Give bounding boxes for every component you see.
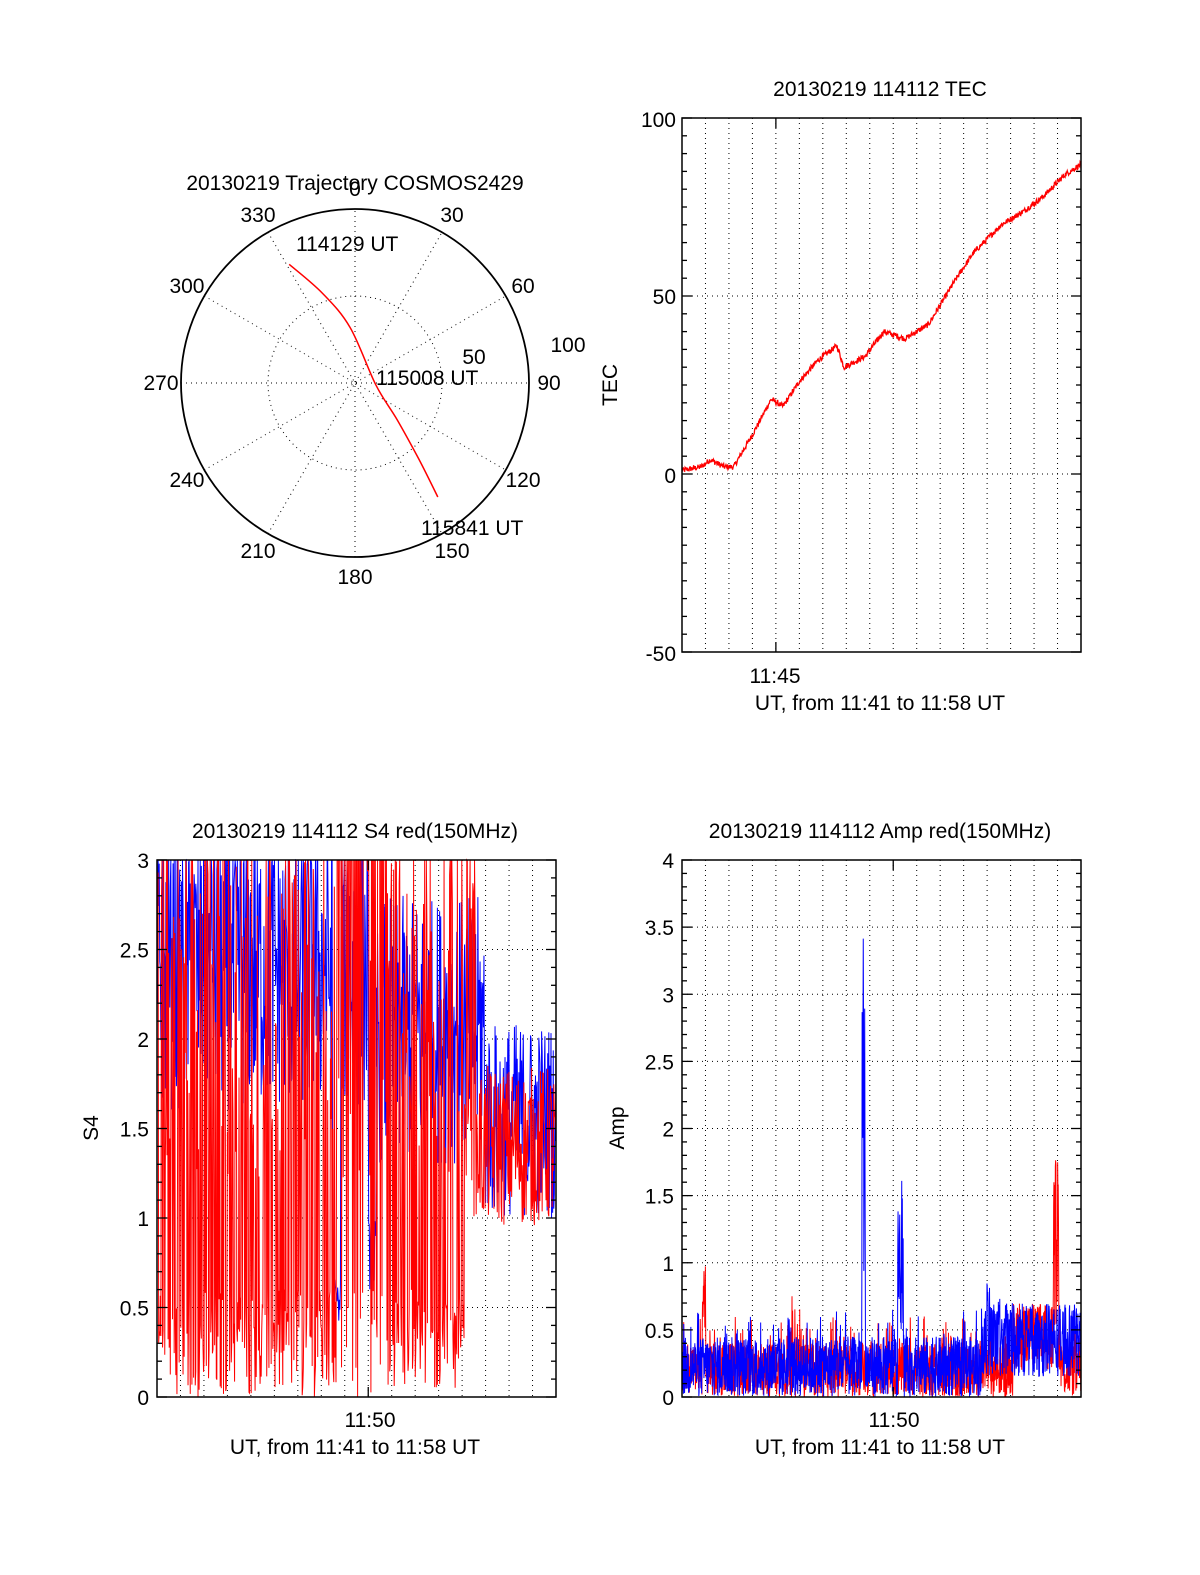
- s4-ytick-label-2: 2: [137, 1029, 149, 1052]
- polar-spoke-150: [267, 232, 443, 534]
- polar-angle-label-150: 150: [434, 540, 469, 563]
- amp-plot-frame: [681, 859, 1082, 1398]
- polar-trajectory-chart: 20130219 Trajectory COSMOS2429 0 30 60 90 12…: [143, 172, 585, 589]
- s4-ylabel: S4: [80, 1115, 103, 1141]
- amp-ylabel: Amp: [606, 1106, 629, 1149]
- s4-series-red: [156, 858, 557, 1397]
- polar-spokes: [181, 209, 529, 557]
- amp-ytick-label-3: 3: [662, 984, 674, 1007]
- polar-angle-label-90: 90: [537, 372, 560, 395]
- tec-plot-frame: [681, 117, 1082, 653]
- amp-ytick-label-2: 2: [662, 1119, 674, 1142]
- s4-xlabel: UT, from 11:41 to 11:58 UT: [230, 1436, 480, 1459]
- amp-grid: [682, 860, 1081, 1397]
- polar-angle-label-0: 0: [349, 178, 361, 201]
- s4-ytick-label-1.5: 1.5: [120, 1119, 149, 1142]
- polar-annotation-end: 115841 UT: [421, 517, 524, 540]
- s4-ytick-label-1: 1: [137, 1208, 149, 1231]
- s4-ytick-labels: 0 0.5 1 1.5 2 2.5 3: [120, 850, 149, 1410]
- tec-xlabel: UT, from 11:41 to 11:58 UT: [755, 692, 1005, 715]
- s4-ytick-label-3: 3: [137, 850, 149, 873]
- amp-chart: 20130219 114112 Amp red(150MHz) 0 0.5 1 1.5…: [606, 820, 1082, 1459]
- polar-angle-label-210: 210: [240, 540, 275, 563]
- tec-chart: 20130219 114112 TEC 100 50 0 -50 11:45 U…: [599, 78, 1082, 715]
- polar-trajectory-line: [288, 263, 439, 498]
- tec-ylabel: TEC: [599, 364, 622, 406]
- polar-angle-label-120: 120: [505, 469, 540, 492]
- s4-ytick-label-0: 0: [137, 1387, 149, 1410]
- s4-xtick-1150: 11:50: [345, 1409, 396, 1432]
- amp-ytick-label-4: 4: [662, 850, 674, 873]
- polar-spoke-30: [267, 232, 443, 534]
- polar-angle-label-330: 330: [240, 204, 275, 227]
- amp-xtick-1150: 11:50: [869, 1409, 920, 1432]
- tec-series-line: [681, 159, 1082, 472]
- s4-ytick-label-2.5: 2.5: [120, 940, 149, 963]
- polar-angle-labels: 0 30 60 90 120 150 180 210 240 270 300 330: [143, 178, 560, 589]
- amp-title: 20130219 114112 Amp red(150MHz): [709, 820, 1051, 843]
- amp-ytick-label-0.5: 0.5: [645, 1320, 674, 1343]
- s4-ytick-label-0.5: 0.5: [120, 1298, 149, 1321]
- amp-ytick-label-3.5: 3.5: [645, 917, 674, 940]
- amp-ytick-labels: 0 0.5 1 1.5 2 2.5 3 3.5 4: [645, 850, 675, 1410]
- tec-title: 20130219 114112 TEC: [773, 78, 987, 101]
- polar-angle-label-240: 240: [169, 469, 204, 492]
- tec-xtick-1145: 11:45: [750, 665, 801, 688]
- s4-chart: 20130219 114112 S4 red(150MHz) 0 0.5 1 1.5 2…: [80, 820, 557, 1459]
- amp-ytick-label-2.5: 2.5: [645, 1051, 674, 1074]
- amp-ytick-label-1.5: 1.5: [645, 1186, 674, 1209]
- tec-ytick-0: 0: [664, 465, 676, 488]
- polar-annotation-mid: 115008 UT: [376, 367, 479, 390]
- tec-grid: [682, 118, 1081, 652]
- polar-angle-label-270: 270: [143, 372, 178, 395]
- polar-radial-label-50: 50: [462, 346, 485, 369]
- tec-ytick-minus50: -50: [646, 643, 676, 666]
- s4-ticks: [157, 859, 556, 1398]
- polar-title: 20130219 Trajectory COSMOS2429: [186, 172, 523, 195]
- amp-ticks: [682, 859, 1081, 1398]
- polar-angle-label-60: 60: [511, 275, 534, 298]
- polar-angle-label-300: 300: [169, 275, 204, 298]
- amp-ytick-label-1: 1: [662, 1253, 674, 1276]
- s4-title: 20130219 114112 S4 red(150MHz): [192, 820, 518, 843]
- polar-angle-label-180: 180: [337, 566, 372, 589]
- polar-annotation-start: 114129 UT: [296, 233, 399, 256]
- tec-ticks: [682, 117, 1081, 653]
- polar-angle-label-30: 30: [440, 204, 463, 227]
- polar-spoke-120: [204, 295, 506, 471]
- amp-xlabel: UT, from 11:41 to 11:58 UT: [755, 1436, 1005, 1459]
- amp-ytick-label-0: 0: [662, 1387, 674, 1410]
- tec-ytick-100: 100: [641, 109, 676, 132]
- tec-ytick-50: 50: [653, 286, 676, 309]
- polar-spoke-60: [204, 295, 506, 471]
- polar-radial-label-100: 100: [550, 334, 585, 357]
- amp-series-blue: [681, 938, 1082, 1397]
